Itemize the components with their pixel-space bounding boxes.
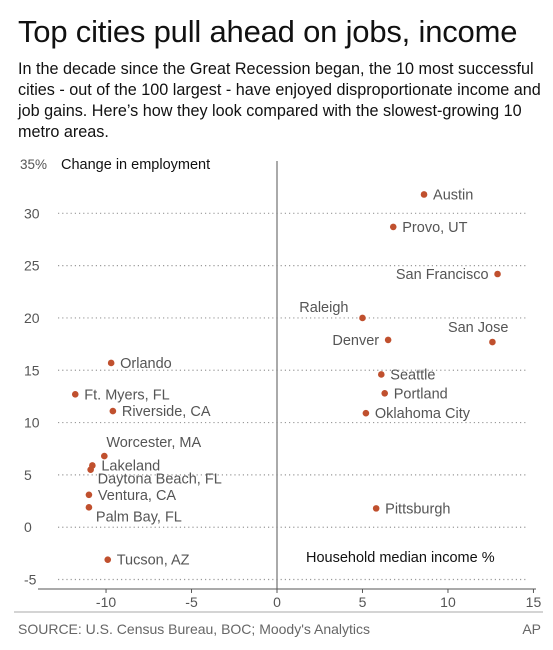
y-tick-label: 5 xyxy=(24,467,32,483)
point-label: Raleigh xyxy=(299,300,348,316)
x-tick-label: 5 xyxy=(359,594,367,610)
point-label: Denver xyxy=(332,333,379,349)
point-label: San Jose xyxy=(448,320,508,336)
y-axis-label: Change in employment xyxy=(61,157,210,173)
y-tick-label: 15 xyxy=(24,362,40,378)
y-tick-label: 0 xyxy=(24,519,32,535)
point-label: Seattle xyxy=(390,367,435,383)
y-axis-unit: 35% xyxy=(20,157,47,172)
point-label: Riverside, CA xyxy=(122,404,211,420)
y-tick-label: 30 xyxy=(24,205,40,221)
data-point xyxy=(381,389,389,397)
point-label: Portland xyxy=(394,386,448,402)
point-label: Tucson, AZ xyxy=(117,553,190,569)
point-label: Ventura, CA xyxy=(98,488,177,504)
x-tick-label: 0 xyxy=(273,594,281,610)
x-tick-label: 15 xyxy=(526,594,542,610)
data-point xyxy=(359,314,366,322)
source-note: SOURCE: U.S. Census Bureau, BOC; Moody's… xyxy=(18,621,371,637)
chart-title: Top cities pull ahead on jobs, income xyxy=(18,14,518,49)
y-tick-label: 10 xyxy=(24,415,40,431)
data-point xyxy=(104,556,112,563)
data-point xyxy=(420,191,428,198)
credit: AP xyxy=(522,621,541,637)
point-label: Oklahoma City xyxy=(375,406,471,422)
point-labels: Austin Provo, UT San Francisco Raleigh San J… xyxy=(84,187,508,568)
data-point xyxy=(107,359,115,367)
y-tick-label: -5 xyxy=(24,572,37,588)
axes xyxy=(38,161,536,593)
point-label: Austin xyxy=(433,187,473,203)
data-point xyxy=(494,270,501,278)
point-label: Ft. Myers, FL xyxy=(84,387,169,403)
point-label: San Francisco xyxy=(396,267,489,283)
data-point xyxy=(87,466,94,473)
data-point xyxy=(362,409,370,417)
y-tick-label: 25 xyxy=(24,258,40,274)
data-point xyxy=(389,223,397,231)
point-label: Provo, UT xyxy=(402,220,467,236)
y-tick-label: 20 xyxy=(24,310,40,326)
data-point xyxy=(377,371,385,378)
data-point xyxy=(71,391,79,398)
data-point xyxy=(109,407,117,415)
data-point xyxy=(384,336,392,344)
x-tick-label: -10 xyxy=(96,594,116,610)
data-point xyxy=(489,338,496,346)
point-label: Lakeland xyxy=(101,458,160,474)
point-label: Orlando xyxy=(120,356,172,372)
data-points xyxy=(71,191,501,563)
x-axis-label: Household median income % xyxy=(306,550,495,566)
x-tick-label: -5 xyxy=(185,594,198,610)
data-point xyxy=(372,505,380,512)
point-label: Palm Bay, FL xyxy=(96,509,182,525)
data-point xyxy=(85,504,93,511)
data-point xyxy=(101,452,108,460)
tick-labels: -5 0 5 10 15 20 25 30 -10 -5 0 5 10 15 xyxy=(24,205,541,610)
point-label: Worcester, MA xyxy=(106,435,201,451)
x-tick-label: 10 xyxy=(440,594,456,610)
chart-subtitle: In the decade since the Great Recession … xyxy=(18,60,541,141)
point-label: Daytona Beach, FL xyxy=(98,472,222,488)
gridlines xyxy=(58,212,528,581)
data-point xyxy=(85,491,93,499)
point-label: Pittsburgh xyxy=(385,501,450,517)
